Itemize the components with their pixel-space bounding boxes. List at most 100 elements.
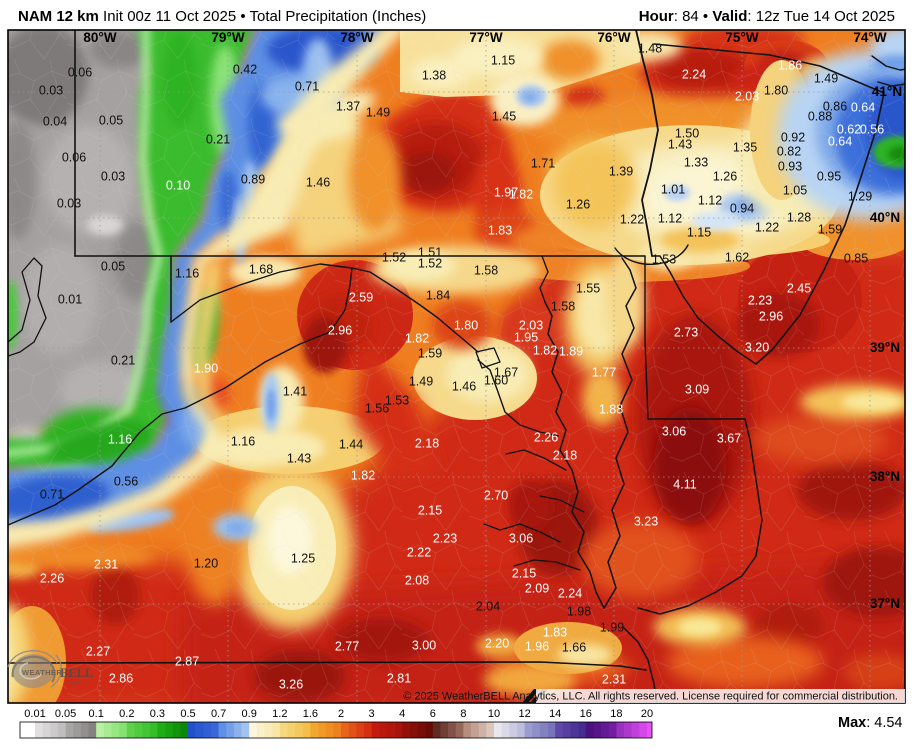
- svg-text:Hour: 84 • Valid: 12z Tue 14 O: Hour: 84 • Valid: 12z Tue 14 Oct 2025: [639, 8, 895, 25]
- svg-text:1.58: 1.58: [551, 300, 575, 314]
- svg-text:1.77: 1.77: [592, 366, 616, 380]
- svg-text:1.2: 1.2: [272, 708, 287, 720]
- svg-text:2.15: 2.15: [512, 567, 536, 581]
- svg-text:0.42: 0.42: [233, 63, 257, 77]
- svg-text:0.05: 0.05: [99, 114, 123, 128]
- svg-text:1.39: 1.39: [609, 165, 633, 179]
- svg-text:2.96: 2.96: [328, 324, 352, 338]
- svg-text:37°N: 37°N: [870, 596, 900, 611]
- svg-text:2.86: 2.86: [109, 672, 133, 686]
- svg-text:1.46: 1.46: [452, 380, 476, 394]
- svg-text:1.41: 1.41: [283, 385, 307, 399]
- svg-text:1.53: 1.53: [652, 253, 676, 267]
- svg-text:0.86: 0.86: [823, 100, 847, 114]
- svg-text:0.03: 0.03: [101, 170, 125, 184]
- svg-text:1.58: 1.58: [474, 264, 498, 278]
- svg-text:1.20: 1.20: [194, 557, 218, 571]
- svg-text:1.84: 1.84: [426, 289, 450, 303]
- svg-text:0.85: 0.85: [844, 252, 868, 266]
- svg-text:1.98: 1.98: [567, 605, 591, 619]
- svg-text:0.01: 0.01: [58, 293, 82, 307]
- svg-text:1.15: 1.15: [491, 54, 515, 68]
- svg-text:1.26: 1.26: [566, 198, 590, 212]
- svg-text:1.16: 1.16: [108, 433, 132, 447]
- svg-text:1.71: 1.71: [531, 157, 555, 171]
- svg-text:BELL: BELL: [60, 666, 93, 680]
- svg-text:2.22: 2.22: [407, 546, 431, 560]
- svg-text:0.05: 0.05: [55, 708, 76, 720]
- svg-text:1.82: 1.82: [351, 469, 375, 483]
- svg-text:1.50: 1.50: [675, 127, 699, 141]
- svg-text:1.45: 1.45: [492, 110, 516, 124]
- svg-text:77°W: 77°W: [469, 30, 502, 45]
- svg-text:39°N: 39°N: [870, 340, 900, 355]
- svg-text:4: 4: [399, 708, 405, 720]
- svg-text:1.49: 1.49: [409, 375, 433, 389]
- svg-text:0.82: 0.82: [777, 145, 801, 159]
- svg-text:1.28: 1.28: [787, 211, 811, 225]
- svg-text:1.52: 1.52: [418, 257, 442, 271]
- svg-text:3.67: 3.67: [717, 432, 741, 446]
- svg-text:0.5: 0.5: [180, 708, 195, 720]
- svg-text:0.10: 0.10: [166, 179, 190, 193]
- svg-text:2.73: 2.73: [674, 326, 698, 340]
- svg-text:0.89: 0.89: [241, 173, 265, 187]
- svg-text:0.95: 0.95: [817, 170, 841, 184]
- svg-text:0.64: 0.64: [828, 135, 852, 149]
- svg-text:3.26: 3.26: [279, 678, 303, 692]
- svg-text:38°N: 38°N: [870, 469, 900, 484]
- svg-text:1.55: 1.55: [576, 282, 600, 296]
- svg-text:0.9: 0.9: [242, 708, 257, 720]
- svg-text:2.77: 2.77: [335, 640, 359, 654]
- svg-text:1.48: 1.48: [638, 42, 662, 56]
- svg-text:2.04: 2.04: [476, 600, 500, 614]
- svg-text:0.05: 0.05: [101, 260, 125, 274]
- svg-text:0.71: 0.71: [40, 488, 64, 502]
- svg-text:1.88: 1.88: [599, 403, 623, 417]
- svg-text:1.49: 1.49: [366, 106, 390, 120]
- svg-text:2.20: 2.20: [485, 637, 509, 651]
- svg-text:0.03: 0.03: [57, 197, 81, 211]
- svg-text:1.25: 1.25: [291, 552, 315, 566]
- svg-text:41°N: 41°N: [872, 84, 902, 99]
- svg-text:0.64: 0.64: [851, 101, 875, 115]
- svg-text:NAM 12 km Init 00z 11 Oct 2025: NAM 12 km Init 00z 11 Oct 2025 • Total P…: [18, 8, 426, 25]
- svg-text:0.03: 0.03: [39, 84, 63, 98]
- svg-text:1.89: 1.89: [559, 345, 583, 359]
- svg-text:3.09: 3.09: [685, 383, 709, 397]
- svg-text:0.93: 0.93: [778, 160, 802, 174]
- svg-text:1.05: 1.05: [783, 184, 807, 198]
- svg-text:1.29: 1.29: [848, 190, 872, 204]
- svg-text:1.53: 1.53: [385, 394, 409, 408]
- svg-text:2.26: 2.26: [534, 431, 558, 445]
- svg-text:0.2: 0.2: [119, 708, 134, 720]
- svg-text:1.68: 1.68: [249, 263, 273, 277]
- svg-text:2.26: 2.26: [40, 572, 64, 586]
- svg-text:2.18: 2.18: [553, 449, 577, 463]
- svg-text:0.04: 0.04: [43, 115, 67, 129]
- svg-text:2.15: 2.15: [418, 504, 442, 518]
- svg-text:2.03: 2.03: [519, 319, 543, 333]
- svg-text:18: 18: [610, 708, 622, 720]
- svg-text:1.67: 1.67: [494, 366, 518, 380]
- svg-text:1.46: 1.46: [306, 176, 330, 190]
- svg-text:0.21: 0.21: [206, 133, 230, 147]
- svg-text:1.96: 1.96: [525, 640, 549, 654]
- svg-text:1.16: 1.16: [231, 435, 255, 449]
- svg-text:0.1: 0.1: [89, 708, 104, 720]
- svg-text:1.43: 1.43: [668, 138, 692, 152]
- svg-text:1.80: 1.80: [764, 84, 788, 98]
- svg-text:0.88: 0.88: [808, 110, 832, 124]
- svg-text:1.56: 1.56: [365, 402, 389, 416]
- svg-text:2.18: 2.18: [415, 437, 439, 451]
- svg-text:2.59: 2.59: [349, 291, 373, 305]
- svg-text:0.3: 0.3: [150, 708, 165, 720]
- svg-text:0.56: 0.56: [114, 475, 138, 489]
- svg-text:1.59: 1.59: [418, 347, 442, 361]
- svg-text:1.95: 1.95: [514, 331, 538, 345]
- svg-text:1.26: 1.26: [713, 170, 737, 184]
- svg-text:1.97: 1.97: [494, 186, 518, 200]
- svg-text:Max: 4.54: Max: 4.54: [838, 715, 903, 731]
- svg-text:1.52: 1.52: [382, 251, 406, 265]
- svg-text:1.82: 1.82: [509, 188, 533, 202]
